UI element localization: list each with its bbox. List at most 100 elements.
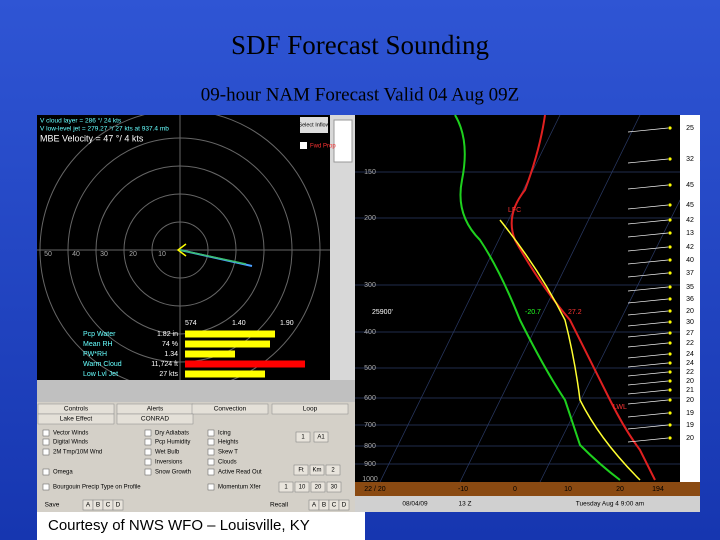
save-label: B bbox=[322, 502, 326, 509]
checkbox[interactable] bbox=[207, 448, 215, 456]
button[interactable] bbox=[294, 481, 310, 493]
scrollbar[interactable] bbox=[333, 119, 353, 163]
sounding-label: 25900' bbox=[372, 309, 393, 316]
wind-speed: 21 bbox=[686, 387, 694, 394]
checkbox[interactable] bbox=[144, 458, 152, 466]
checkbox-label: Heights bbox=[218, 440, 238, 446]
checkbox[interactable] bbox=[207, 468, 215, 476]
tab[interactable] bbox=[271, 403, 349, 415]
wind-speed: 42 bbox=[686, 217, 694, 224]
scale-label: 1.40 bbox=[232, 320, 246, 327]
button[interactable] bbox=[338, 499, 350, 511]
checkbox[interactable] bbox=[207, 429, 215, 437]
button[interactable] bbox=[325, 464, 341, 476]
button[interactable] bbox=[295, 431, 311, 443]
select-button[interactable] bbox=[300, 117, 328, 133]
checkbox-label: Skew T bbox=[218, 450, 238, 456]
checkbox[interactable] bbox=[207, 483, 215, 491]
checkbox-label: Snow Growth bbox=[155, 470, 191, 476]
wind-barb bbox=[627, 399, 669, 405]
wind-dot bbox=[668, 388, 672, 392]
wind-barb bbox=[627, 332, 669, 338]
checkbox[interactable] bbox=[144, 438, 152, 446]
wind-speed: 20 bbox=[686, 435, 694, 442]
wind-barb bbox=[627, 204, 669, 210]
wind-speed: 25 bbox=[686, 125, 694, 132]
wind-speed: 36 bbox=[686, 296, 694, 303]
checkbox[interactable] bbox=[144, 429, 152, 437]
wind-speed: 22 bbox=[686, 340, 694, 347]
checkbox-label: Fwd Prop bbox=[310, 144, 336, 150]
wind-speed: 19 bbox=[686, 422, 694, 429]
ring-label: 30 bbox=[100, 251, 108, 258]
checkbox-label: Digital Winds bbox=[53, 440, 88, 446]
wind-barb bbox=[627, 259, 669, 265]
button[interactable] bbox=[326, 481, 342, 493]
wind-speed: 32 bbox=[686, 156, 694, 163]
checkbox[interactable] bbox=[207, 458, 215, 466]
checkbox[interactable] bbox=[42, 438, 50, 446]
param-label: Mean RH bbox=[83, 341, 113, 348]
param-bar bbox=[185, 350, 235, 358]
wind-dot bbox=[668, 218, 672, 222]
slide-title: SDF Forecast Sounding bbox=[231, 30, 489, 60]
checkbox[interactable] bbox=[42, 448, 50, 456]
button[interactable] bbox=[309, 464, 325, 476]
sounding-label: LWL bbox=[613, 404, 627, 411]
wind-dot bbox=[668, 411, 672, 415]
param-bar bbox=[185, 360, 305, 368]
button[interactable] bbox=[278, 481, 294, 493]
status-label: 13 Z bbox=[458, 501, 471, 508]
button-label: 20 bbox=[315, 485, 322, 491]
wind-barb bbox=[627, 298, 669, 304]
pressure-label: 800 bbox=[364, 443, 376, 450]
wind-barb bbox=[627, 437, 669, 443]
wind-barb bbox=[627, 389, 669, 395]
caption: Courtesy of NWS WFO – Louisville, KY bbox=[48, 517, 310, 534]
wind-barb bbox=[627, 232, 669, 238]
tab-label: Alerts bbox=[147, 406, 164, 413]
wind-speed: 24 bbox=[686, 360, 694, 367]
button[interactable] bbox=[293, 464, 309, 476]
checkbox[interactable] bbox=[42, 468, 50, 476]
wind-speed: 40 bbox=[686, 257, 694, 264]
checkbox[interactable] bbox=[144, 468, 152, 476]
wind-barb bbox=[627, 342, 669, 348]
bottom-bar-label: 194 bbox=[652, 486, 664, 493]
button[interactable] bbox=[313, 431, 329, 443]
button[interactable] bbox=[112, 499, 124, 511]
checkbox[interactable] bbox=[42, 429, 50, 437]
wind-dot bbox=[668, 157, 672, 161]
tab[interactable] bbox=[191, 403, 269, 415]
wind-dot bbox=[668, 271, 672, 275]
button[interactable] bbox=[310, 481, 326, 493]
tab[interactable] bbox=[116, 413, 194, 425]
tab-label: Controls bbox=[64, 406, 89, 413]
pressure-label: 700 bbox=[364, 422, 376, 429]
wind-dot bbox=[668, 398, 672, 402]
param-value: 1.82 in bbox=[157, 331, 178, 338]
wind-barb bbox=[627, 272, 669, 278]
wind-dot bbox=[668, 258, 672, 262]
checkbox[interactable] bbox=[207, 438, 215, 446]
tab[interactable] bbox=[37, 413, 115, 425]
sounding-label: LFC bbox=[508, 207, 521, 214]
wind-barb bbox=[627, 219, 669, 225]
status-label: 08/04/09 bbox=[402, 501, 428, 508]
checkbox-label: Omega bbox=[53, 470, 73, 476]
hodograph-vector bbox=[179, 249, 247, 265]
checkbox-label: Dry Adiabats bbox=[155, 431, 189, 437]
checkbox-label: Bourgouin Precip Type on Profile bbox=[53, 485, 141, 491]
wind-dot bbox=[668, 341, 672, 345]
checkbox[interactable] bbox=[300, 142, 307, 149]
checkbox[interactable] bbox=[42, 483, 50, 491]
tab-label: Convection bbox=[214, 406, 247, 413]
wind-speed: 35 bbox=[686, 284, 694, 291]
wind-barb bbox=[627, 371, 669, 377]
param-label: Warm Cloud bbox=[83, 361, 122, 368]
tab-label: CONRAD bbox=[141, 416, 169, 423]
checkbox-label: Wet Bulb bbox=[155, 450, 180, 456]
checkbox[interactable] bbox=[144, 448, 152, 456]
wind-dot bbox=[668, 436, 672, 440]
